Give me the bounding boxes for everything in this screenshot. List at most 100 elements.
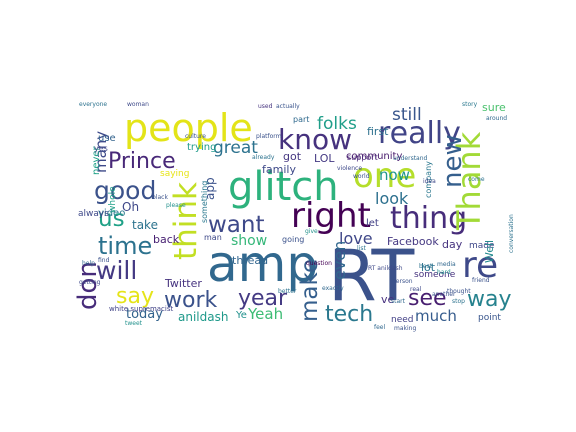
cloud-word: Oh xyxy=(122,200,139,214)
cloud-word: help xyxy=(82,260,95,267)
cloud-word: still xyxy=(392,105,422,125)
cloud-word: one xyxy=(353,156,416,196)
cloud-word: LOL xyxy=(314,152,335,165)
cloud-word: something xyxy=(200,181,209,223)
cloud-word: RT xyxy=(328,235,415,317)
cloud-word: everyone xyxy=(79,101,107,108)
cloud-word: actually xyxy=(276,103,300,110)
cloud-word: love xyxy=(339,229,373,248)
cloud-word: take xyxy=(132,218,158,232)
cloud-word: need xyxy=(391,315,414,325)
cloud-word: best xyxy=(419,263,433,270)
cloud-word: white supremacist xyxy=(109,305,173,313)
cloud-word: think xyxy=(168,182,204,260)
cloud-word: thread xyxy=(232,254,268,267)
cloud-word: thing xyxy=(390,201,467,236)
cloud-word: re xyxy=(462,245,498,286)
cloud-word: trying xyxy=(187,142,216,153)
cloud-word: hard xyxy=(437,269,451,276)
cloud-word: Facebook xyxy=(387,235,439,248)
cloud-word: even xyxy=(330,241,349,280)
cloud-word: use xyxy=(98,133,116,144)
cloud-word: platform xyxy=(256,133,282,140)
cloud-word: really xyxy=(378,116,461,151)
cloud-word: feel xyxy=(374,324,385,331)
cloud-word: day xyxy=(442,238,463,251)
cloud-word: always xyxy=(78,209,109,219)
cloud-word: Yeah xyxy=(247,305,283,323)
cloud-word: conversation xyxy=(508,214,515,253)
cloud-word: give xyxy=(305,228,318,235)
cloud-word: start xyxy=(391,298,406,305)
cloud-word: Prince xyxy=(108,149,176,174)
cloud-word: black xyxy=(152,194,168,201)
cloud-word: back xyxy=(153,233,180,246)
cloud-word: please xyxy=(166,202,186,209)
cloud-word: anildash xyxy=(178,310,228,324)
cloud-word: culture xyxy=(185,133,206,140)
cloud-word: point xyxy=(478,313,501,323)
cloud-word: whole xyxy=(108,186,118,213)
cloud-word: year xyxy=(238,286,288,311)
cloud-word: ve xyxy=(381,293,395,306)
cloud-word: app xyxy=(203,177,217,200)
cloud-word: lot xyxy=(421,261,436,274)
cloud-word: see xyxy=(408,286,447,311)
cloud-word: question xyxy=(306,260,332,267)
cloud-word: people xyxy=(124,106,253,150)
cloud-word: used xyxy=(258,103,273,110)
cloud-word: part xyxy=(293,115,309,124)
cloud-word: friend xyxy=(472,277,490,284)
cloud-word: new xyxy=(438,134,468,188)
cloud-word: don xyxy=(73,261,103,310)
cloud-word: company xyxy=(424,161,433,198)
cloud-word: saying xyxy=(160,169,189,179)
cloud-word: already xyxy=(252,154,275,161)
cloud-word: right xyxy=(291,196,371,236)
cloud-word: know xyxy=(278,123,352,156)
cloud-word: thought xyxy=(447,288,471,295)
cloud-word: list xyxy=(357,245,366,252)
cloud-word: Ye xyxy=(235,310,247,321)
cloud-word: media xyxy=(437,261,456,268)
cloud-word: make xyxy=(297,259,323,322)
cloud-word: community xyxy=(346,151,402,162)
cloud-word: come xyxy=(468,176,485,183)
cloud-word: made xyxy=(469,241,495,251)
cloud-word: yes xyxy=(94,144,108,153)
cloud-word: amp xyxy=(207,235,318,293)
cloud-word: many xyxy=(92,131,110,173)
cloud-word: time xyxy=(98,232,152,260)
cloud-word: us xyxy=(98,206,125,232)
cloud-word: sure xyxy=(482,101,506,114)
cloud-word: let xyxy=(366,218,379,229)
cloud-word: show xyxy=(231,233,267,249)
cloud-word: look xyxy=(375,189,409,208)
cloud-word: idea xyxy=(423,178,436,185)
cloud-word: got xyxy=(283,150,302,163)
cloud-word: world xyxy=(353,173,370,180)
cloud-word: better xyxy=(278,288,297,295)
cloud-word: around xyxy=(486,115,507,122)
cloud-word: work xyxy=(164,288,217,313)
cloud-word: today xyxy=(126,307,163,322)
cloud-word: person xyxy=(392,278,413,285)
cloud-word: will xyxy=(96,256,137,285)
cloud-word: violence xyxy=(337,165,362,172)
cloud-word: making xyxy=(394,325,416,332)
cloud-word: great xyxy=(213,138,258,158)
cloud-word: family xyxy=(262,163,296,176)
cloud-word: now xyxy=(379,166,410,184)
cloud-word: tech xyxy=(325,302,373,327)
cloud-word: woman xyxy=(127,101,149,108)
cloud-word: RT anildash xyxy=(368,265,403,272)
cloud-word: getting xyxy=(79,279,101,286)
cloud-word: another xyxy=(432,291,456,298)
cloud-word: way xyxy=(467,287,512,312)
cloud-word: first xyxy=(367,125,389,138)
cloud-word: find xyxy=(98,257,110,264)
cloud-word: never xyxy=(91,145,102,175)
cloud-word: say xyxy=(116,284,154,309)
cloud-word: support xyxy=(347,153,378,162)
